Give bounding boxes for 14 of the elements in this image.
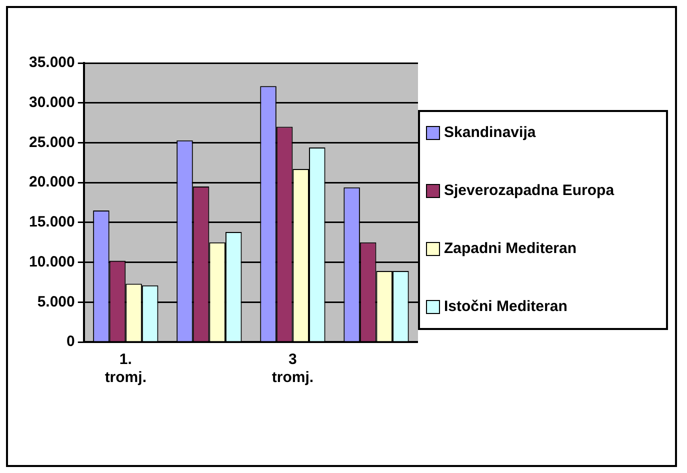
x-tick-label: 1. tromj. <box>104 351 146 386</box>
y-tick-label: 15.000 <box>28 214 75 231</box>
y-tick-label: 20.000 <box>28 174 75 191</box>
legend-label: Skandinavija <box>444 123 536 143</box>
legend-label: Istočni Mediteran <box>444 297 568 317</box>
y-tick-label: 35.000 <box>28 54 75 72</box>
y-tick-label: 0 <box>66 333 75 350</box>
legend-label: Sjeverozapadna Europa <box>444 181 614 201</box>
y-tick-label: 25.000 <box>28 134 75 151</box>
legend-label: Zapadni Mediteran <box>444 239 577 259</box>
y-tick-label: 10.000 <box>28 253 75 270</box>
y-tick-label: 5.000 <box>37 293 75 310</box>
x-tick-label: 3 tromj. <box>272 351 314 386</box>
y-tick-label: 30.000 <box>28 94 75 111</box>
